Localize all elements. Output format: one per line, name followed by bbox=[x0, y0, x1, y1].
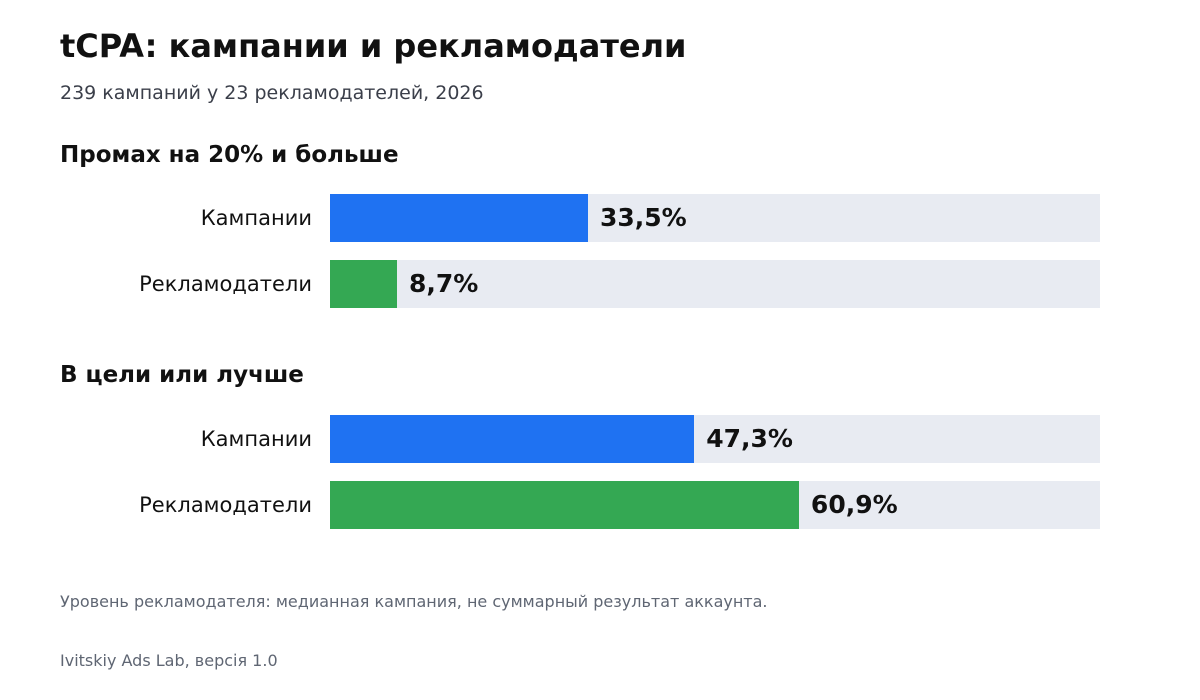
bar-label: Кампании bbox=[200, 206, 312, 230]
bar-track bbox=[330, 194, 1100, 242]
bar-row: Рекламодатели 8,7% bbox=[60, 260, 1100, 308]
panel-on-target: В цели или лучше Кампании 47,3% Рекламод… bbox=[60, 362, 1100, 532]
panel-title: Промах на 20% и больше bbox=[60, 142, 399, 168]
bar-track bbox=[330, 260, 1100, 308]
bar-value-label: 47,3% bbox=[706, 424, 793, 453]
bar-track bbox=[330, 415, 1100, 463]
panel-miss: Промах на 20% и больше Кампании 33,5% Ре… bbox=[60, 142, 1100, 312]
bar bbox=[330, 260, 397, 308]
chart-title: tCPA: кампании и рекламодатели bbox=[60, 27, 687, 65]
bar bbox=[330, 194, 588, 242]
bar-label: Кампании bbox=[200, 427, 312, 451]
bar-row: Кампании 47,3% bbox=[60, 415, 1100, 463]
panel-title: В цели или лучше bbox=[60, 362, 304, 388]
footnote: Уровень рекламодателя: медианная кампани… bbox=[60, 592, 768, 611]
bar-value-label: 8,7% bbox=[408, 269, 479, 298]
source-credit: Ivitskiy Ads Lab, версія 1.0 bbox=[60, 651, 278, 670]
bar-value-label: 60,9% bbox=[810, 490, 898, 519]
bar-label: Рекламодатели bbox=[139, 272, 312, 296]
bar-track bbox=[330, 481, 1100, 529]
bar bbox=[330, 415, 695, 463]
bar-label: Рекламодатели bbox=[139, 493, 312, 517]
bar-row: Кампании 33,5% bbox=[60, 194, 1100, 242]
bar-row: Рекламодатели 60,9% bbox=[60, 481, 1100, 529]
bar bbox=[330, 481, 799, 529]
chart-subtitle: 239 кампаний у 23 рекламодателей, 2026 bbox=[60, 82, 484, 104]
bar-value-label: 33,5% bbox=[599, 203, 687, 232]
